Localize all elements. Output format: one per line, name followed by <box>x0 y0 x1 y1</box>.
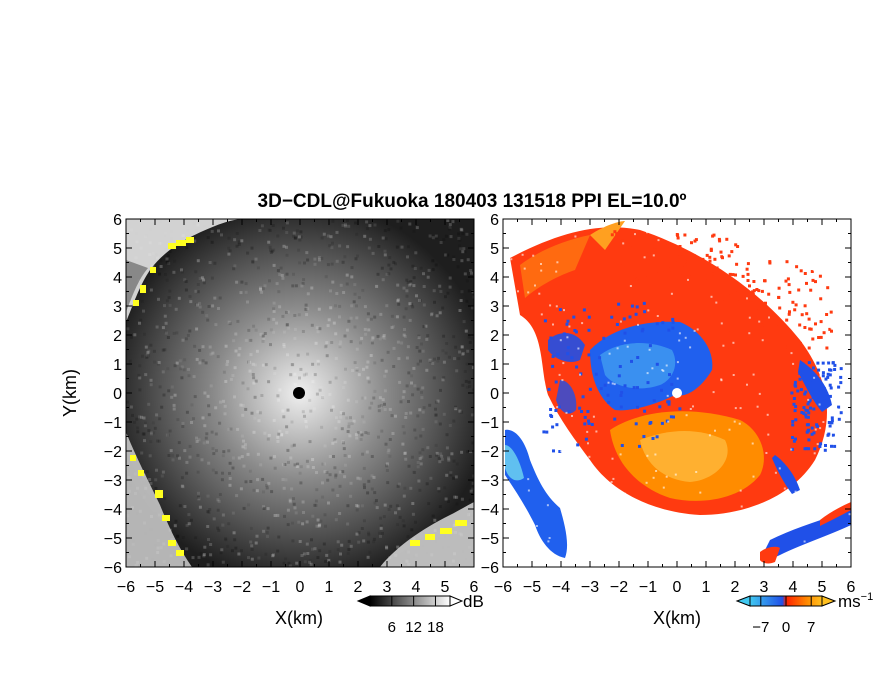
velocity-colorbar: −7 0 7 ms−1 <box>735 591 873 636</box>
x-tick-label: 1 <box>702 579 711 596</box>
y-tick-label: 6 <box>113 212 122 229</box>
y-tick-label: 2 <box>490 328 499 345</box>
y-tick-label: 0 <box>113 386 122 403</box>
y-tick-label: −6 <box>481 560 499 577</box>
y-tick-label: 5 <box>113 241 122 258</box>
y-tick-label: −1 <box>104 415 122 432</box>
y-tick-label: 2 <box>113 328 122 345</box>
x-tick-label: −4 <box>175 579 193 596</box>
x-tick-label: −6 <box>494 579 512 596</box>
colorbar-tick-label: 6 <box>388 619 396 636</box>
intensity-colorbar: 6 12 18 dB <box>356 592 484 636</box>
y-tick-label: −2 <box>481 444 499 461</box>
x-tick-label: −2 <box>610 579 628 596</box>
y-tick-label: 4 <box>113 270 122 287</box>
intensity-heatmap <box>126 219 474 567</box>
radar-site-marker <box>293 387 305 399</box>
x-tick-label: 6 <box>847 579 856 596</box>
y-tick-label: 0 <box>490 386 499 403</box>
x-tick-label: 2 <box>354 579 363 596</box>
x-tick-label: 5 <box>441 579 450 596</box>
intensity-panel: −6 −5 −4 −3 −2 −1 0 1 2 3 4 5 6 6 5 4 3 2 1 0 −1 −2 −3 −4 −5 −6 <box>104 212 479 596</box>
colorbar-tick-label: 0 <box>782 619 790 636</box>
x-tick-label: 3 <box>760 579 769 596</box>
colorbar-tick-label: 7 <box>807 619 815 636</box>
y-axis-label: Y(km) <box>60 369 80 417</box>
cloud-echo-top-left <box>126 219 245 322</box>
x-tick-label: −2 <box>233 579 251 596</box>
velocity-axis-ticks: −6 −5 −4 −3 −2 −1 0 1 2 3 4 5 6 6 5 4 3 2 1 0 −1 −2 −3 −4 −5 −6 <box>481 212 856 596</box>
y-tick-label: −3 <box>104 473 122 490</box>
velocity-x-axis-label: X(km) <box>653 608 701 628</box>
colorbar-tick-label: 18 <box>427 619 444 636</box>
x-tick-label: −3 <box>204 579 222 596</box>
chart-title: 3D−CDL@Fukuoka 180403 131518 PPI EL=10.0… <box>258 191 687 212</box>
y-tick-label: 1 <box>113 357 122 374</box>
x-tick-label: 1 <box>325 579 334 596</box>
intensity-axis-ticks: −6 −5 −4 −3 −2 −1 0 1 2 3 4 5 6 6 5 4 3 2 1 0 −1 −2 −3 −4 −5 −6 <box>104 212 479 596</box>
x-tick-label: 0 <box>296 579 305 596</box>
y-tick-label: 3 <box>113 299 122 316</box>
x-tick-label: −1 <box>639 579 657 596</box>
colorbar-tick-label: 12 <box>405 619 422 636</box>
x-tick-label: 2 <box>731 579 740 596</box>
y-tick-label: −4 <box>481 502 499 519</box>
y-tick-label: 6 <box>490 212 499 229</box>
x-tick-label: −5 <box>523 579 541 596</box>
y-tick-label: −4 <box>104 502 122 519</box>
y-tick-label: 3 <box>490 299 499 316</box>
y-tick-label: −5 <box>104 531 122 548</box>
y-tick-label: −2 <box>104 444 122 461</box>
x-tick-label: 5 <box>818 579 827 596</box>
x-tick-label: 4 <box>412 579 421 596</box>
intensity-colorbar-unit: dB <box>463 592 484 611</box>
x-tick-label: −4 <box>552 579 570 596</box>
x-tick-label: 6 <box>470 579 479 596</box>
x-tick-label: 4 <box>789 579 798 596</box>
radar-site-marker <box>672 388 682 398</box>
y-tick-label: 4 <box>490 270 499 287</box>
intensity-x-axis-label: X(km) <box>275 608 323 628</box>
velocity-panel: −6 −5 −4 −3 −2 −1 0 1 2 3 4 5 6 6 5 4 3 2 1 0 −1 −2 −3 −4 −5 −6 <box>481 212 856 596</box>
x-tick-label: 3 <box>383 579 392 596</box>
x-tick-label: −3 <box>581 579 599 596</box>
x-tick-label: −5 <box>146 579 164 596</box>
x-tick-label: 0 <box>673 579 682 596</box>
y-tick-label: −6 <box>104 560 122 577</box>
y-tick-label: −3 <box>481 473 499 490</box>
colorbar-tick-label: −7 <box>752 619 769 636</box>
velocity-colorbar-unit: ms−1 <box>838 591 873 611</box>
y-tick-label: 1 <box>490 357 499 374</box>
cloud-echo-bottom-left <box>126 432 192 567</box>
saturated-echo <box>130 237 467 556</box>
velocity-heatmap <box>503 219 851 567</box>
y-tick-label: −1 <box>481 415 499 432</box>
x-tick-label: −6 <box>117 579 135 596</box>
y-tick-label: −5 <box>481 531 499 548</box>
x-tick-label: −1 <box>262 579 280 596</box>
y-tick-label: 5 <box>490 241 499 258</box>
